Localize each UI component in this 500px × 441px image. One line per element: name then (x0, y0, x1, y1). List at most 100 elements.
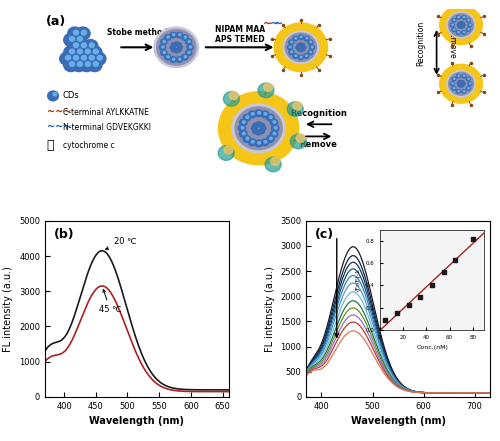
Circle shape (458, 25, 461, 28)
Circle shape (252, 129, 258, 134)
Circle shape (72, 46, 86, 59)
Circle shape (290, 134, 306, 149)
Circle shape (456, 31, 460, 34)
Circle shape (88, 59, 102, 71)
Circle shape (172, 43, 176, 47)
Circle shape (64, 59, 78, 71)
Circle shape (258, 83, 274, 98)
Circle shape (184, 36, 186, 38)
Circle shape (283, 31, 318, 64)
Circle shape (270, 131, 278, 138)
Text: 20 ℃: 20 ℃ (106, 237, 136, 250)
Circle shape (462, 22, 464, 25)
Circle shape (272, 125, 279, 132)
Circle shape (470, 24, 471, 26)
Circle shape (462, 15, 466, 19)
Circle shape (468, 23, 472, 27)
Circle shape (170, 57, 176, 62)
Circle shape (90, 56, 94, 60)
Circle shape (301, 44, 305, 47)
Circle shape (460, 85, 462, 87)
Circle shape (299, 49, 302, 52)
Circle shape (466, 77, 470, 81)
Circle shape (273, 132, 276, 135)
Circle shape (266, 114, 274, 121)
Circle shape (188, 51, 190, 53)
Text: N-terminal GDVEKGKKI: N-terminal GDVEKGKKI (63, 123, 151, 131)
Circle shape (232, 104, 285, 153)
Text: 🔬: 🔬 (46, 139, 54, 152)
Circle shape (447, 71, 476, 97)
Circle shape (464, 75, 465, 76)
Circle shape (289, 40, 294, 45)
Circle shape (300, 36, 302, 38)
Circle shape (80, 46, 94, 59)
Circle shape (264, 141, 267, 143)
Text: CDs: CDs (63, 91, 80, 101)
Circle shape (82, 43, 86, 48)
Circle shape (310, 51, 312, 53)
Text: Stobe method: Stobe method (106, 28, 168, 37)
Circle shape (243, 135, 250, 142)
Circle shape (160, 45, 166, 50)
Circle shape (285, 33, 316, 62)
Circle shape (156, 30, 196, 65)
Circle shape (184, 56, 186, 58)
Text: Recognition: Recognition (416, 21, 426, 66)
Circle shape (53, 93, 56, 96)
Text: ~: ~ (263, 19, 272, 29)
Circle shape (462, 82, 465, 85)
Circle shape (82, 56, 86, 60)
Circle shape (310, 41, 312, 43)
Circle shape (229, 92, 238, 100)
Circle shape (293, 102, 302, 110)
Circle shape (454, 19, 455, 21)
Circle shape (460, 80, 462, 83)
Circle shape (440, 64, 482, 103)
Circle shape (72, 34, 86, 46)
Circle shape (182, 35, 188, 40)
Circle shape (452, 77, 456, 81)
Circle shape (176, 48, 181, 52)
Circle shape (452, 28, 456, 32)
Circle shape (160, 50, 167, 56)
Circle shape (295, 37, 296, 39)
Circle shape (258, 142, 260, 144)
Circle shape (242, 121, 245, 123)
Circle shape (452, 24, 453, 26)
Circle shape (448, 14, 473, 37)
Circle shape (287, 102, 303, 116)
Circle shape (70, 37, 74, 41)
Circle shape (252, 126, 256, 131)
Circle shape (74, 56, 78, 60)
Circle shape (84, 40, 98, 53)
Circle shape (176, 43, 181, 47)
Circle shape (260, 126, 266, 131)
Text: C-terminal AYLKKATNE: C-terminal AYLKKATNE (63, 108, 148, 116)
Circle shape (462, 74, 466, 78)
Circle shape (68, 27, 82, 40)
Circle shape (86, 62, 90, 66)
Circle shape (296, 134, 305, 142)
Circle shape (458, 16, 460, 18)
Circle shape (224, 92, 240, 106)
Circle shape (468, 78, 469, 79)
Circle shape (293, 54, 298, 58)
Circle shape (167, 56, 169, 58)
Circle shape (457, 24, 460, 26)
Circle shape (458, 84, 461, 86)
Circle shape (94, 62, 98, 66)
Circle shape (259, 123, 264, 128)
Circle shape (457, 82, 460, 85)
Circle shape (240, 119, 247, 126)
Circle shape (295, 55, 296, 56)
Circle shape (84, 52, 98, 65)
Circle shape (458, 90, 460, 92)
Text: NIPAM MAA: NIPAM MAA (215, 25, 265, 34)
Circle shape (258, 112, 260, 114)
Circle shape (76, 27, 90, 40)
Circle shape (76, 52, 90, 65)
Circle shape (458, 32, 460, 33)
Circle shape (466, 28, 470, 32)
Circle shape (74, 43, 78, 48)
